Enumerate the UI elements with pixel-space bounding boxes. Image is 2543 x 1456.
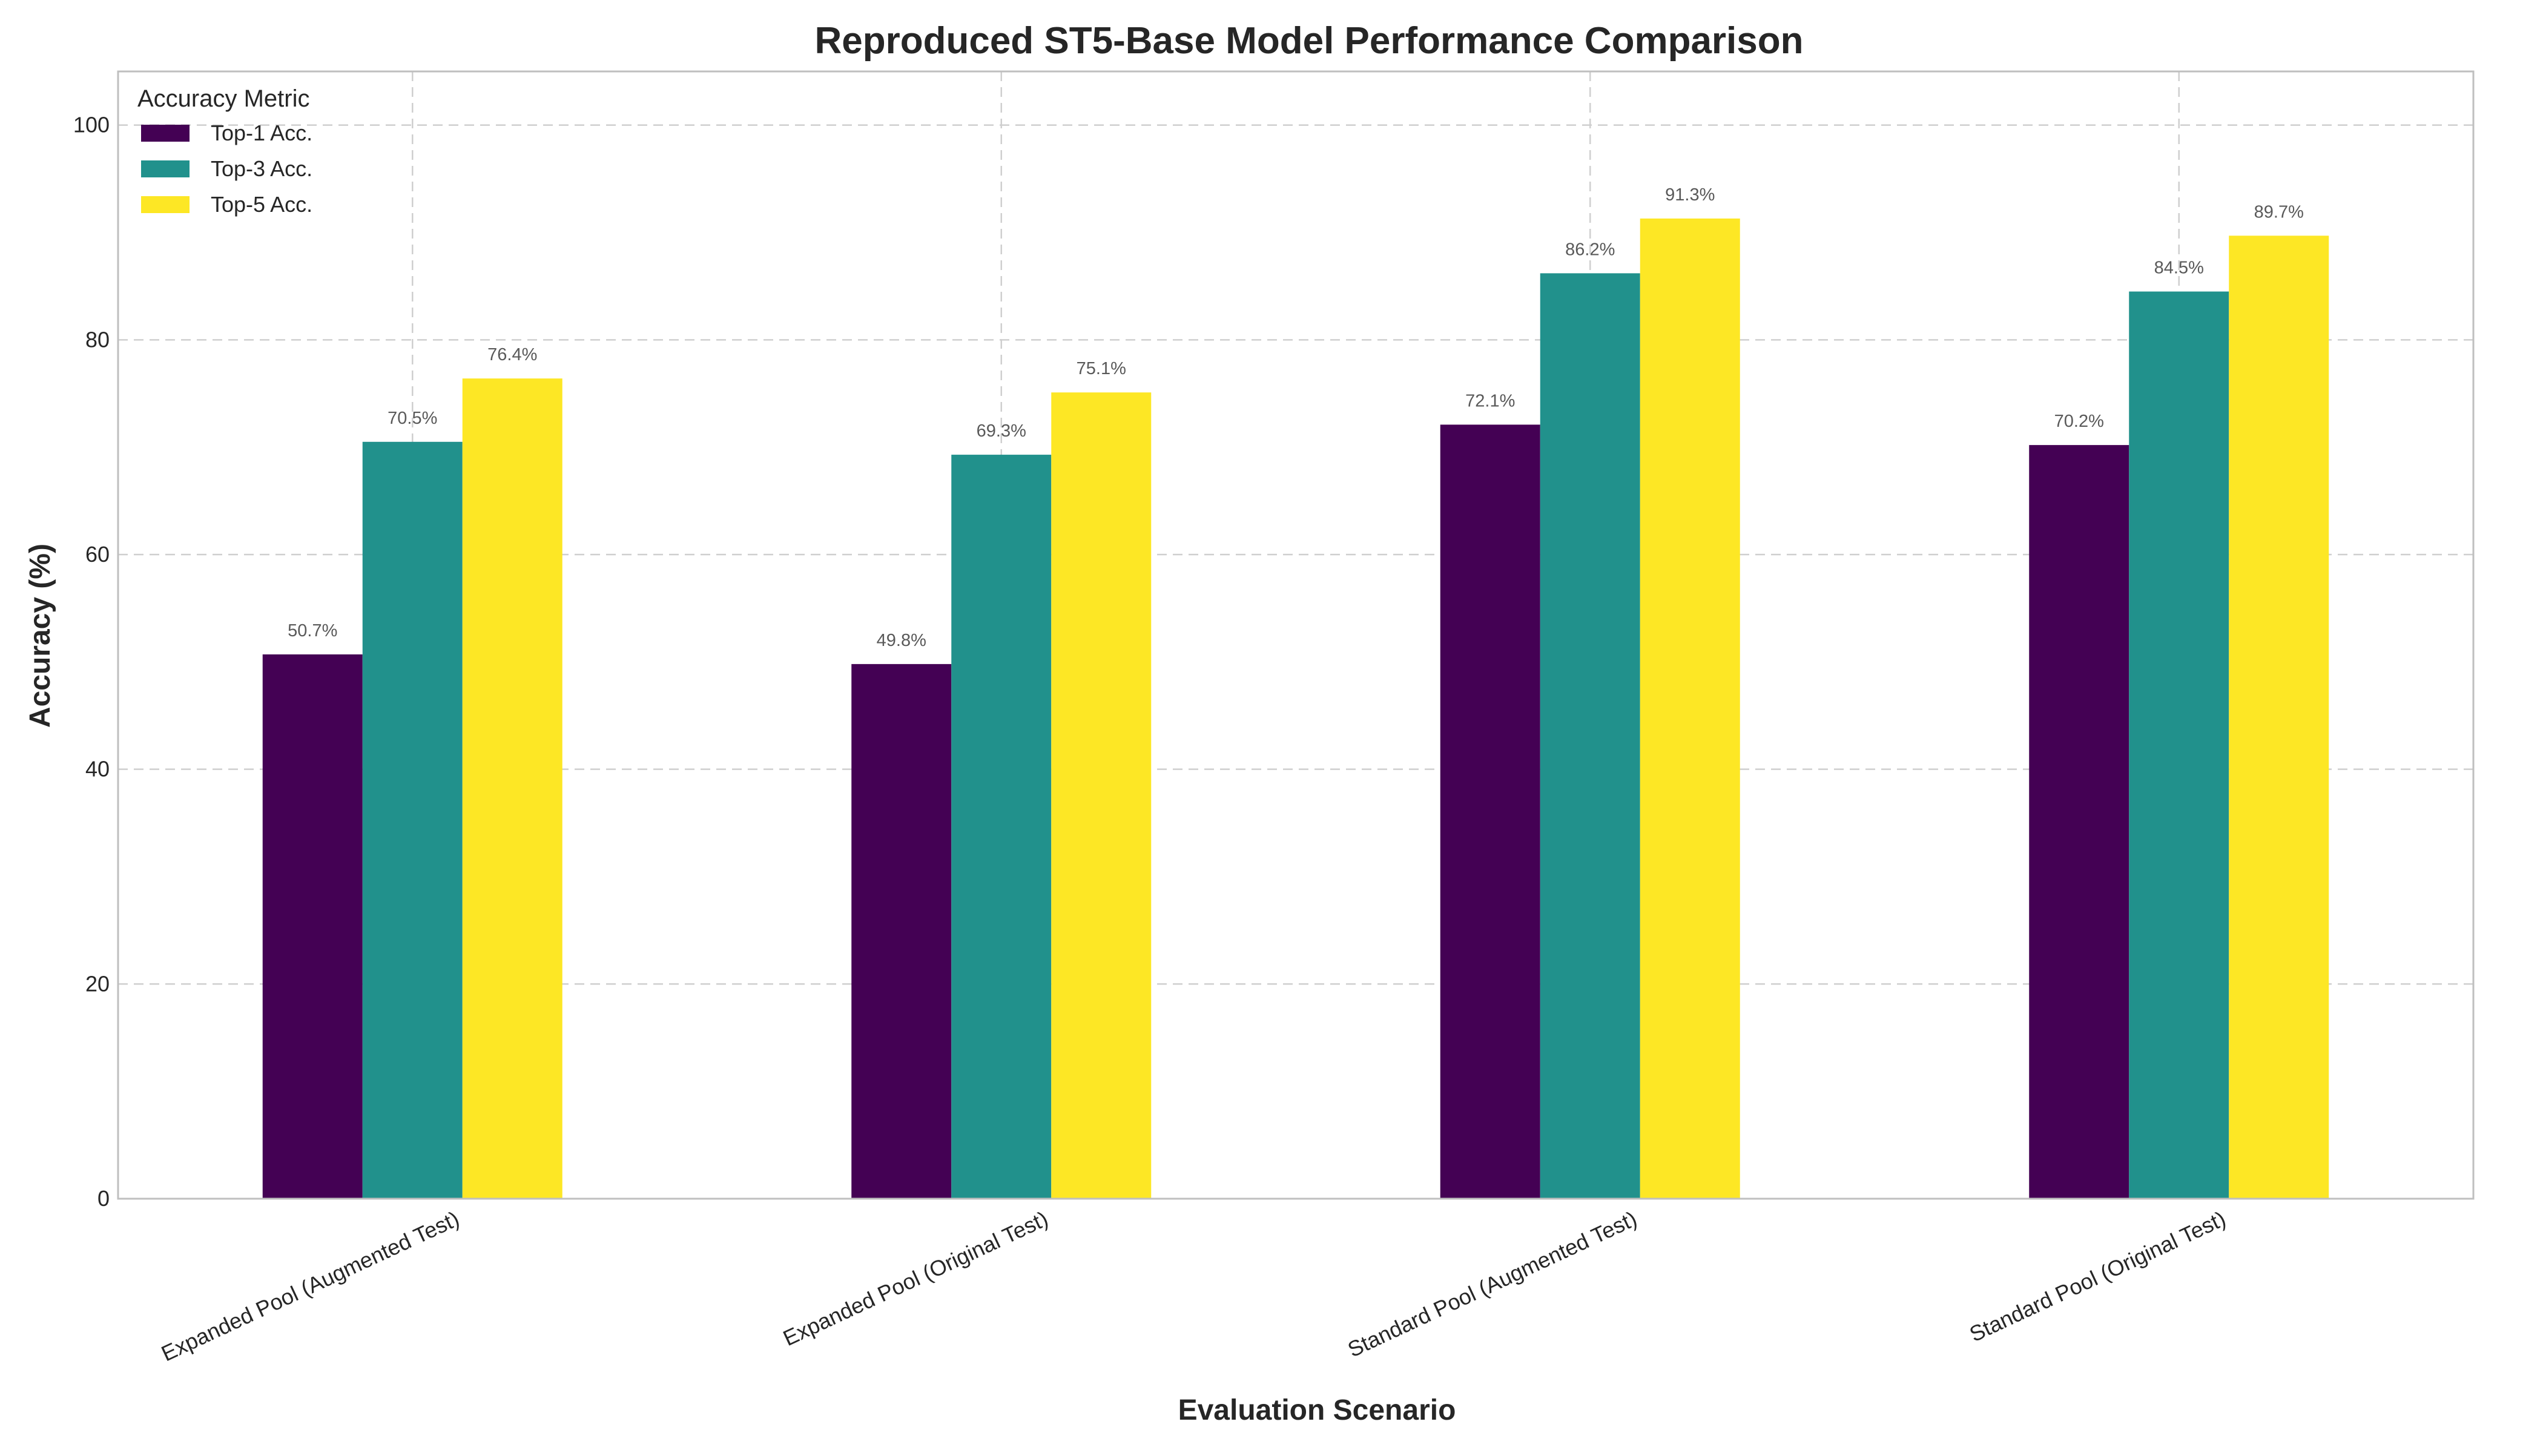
y-tick-label: 80 <box>85 327 110 352</box>
data-label: 50.7% <box>288 621 337 641</box>
y-tick-label: 60 <box>85 542 110 567</box>
bar <box>262 654 363 1199</box>
x-tick-label: Standard Pool (Original Test) <box>1965 1206 2229 1346</box>
legend-swatch <box>141 160 190 177</box>
bar <box>2029 445 2129 1199</box>
bars <box>262 218 2329 1199</box>
x-tick-label: Expanded Pool (Augmented Test) <box>157 1206 463 1366</box>
bar <box>1051 392 1152 1199</box>
bar <box>362 441 463 1199</box>
y-tick-label: 20 <box>85 971 110 996</box>
data-label: 89.7% <box>2254 202 2304 222</box>
legend-swatch <box>141 125 190 142</box>
data-label: 72.1% <box>1465 391 1515 410</box>
legend-label: Top-5 Acc. <box>211 192 312 217</box>
legend-label: Top-1 Acc. <box>211 120 312 145</box>
data-label: 70.5% <box>388 409 437 428</box>
data-label: 86.2% <box>1565 240 1615 259</box>
y-tick-label: 100 <box>73 113 110 137</box>
y-tick-label: 40 <box>85 757 110 782</box>
bar <box>851 664 952 1199</box>
data-label: 84.5% <box>2154 259 2204 278</box>
plot-frame <box>117 70 2475 1200</box>
chart-title: Reproduced ST5-Base Model Performance Co… <box>814 20 1803 62</box>
bar <box>1540 273 1640 1199</box>
data-label: 91.3% <box>1665 185 1715 205</box>
data-label: 70.2% <box>2054 412 2104 431</box>
legend-label: Top-3 Acc. <box>211 156 312 181</box>
x-tick-label: Expanded Pool (Original Test) <box>779 1206 1052 1351</box>
data-label: 49.8% <box>877 631 926 650</box>
bar <box>1440 424 1540 1199</box>
legend: Accuracy Metric Top-1 Acc. Top-3 Acc. Top-5… <box>137 85 312 217</box>
bar <box>2229 236 2329 1199</box>
legend-title: Accuracy Metric <box>137 85 310 112</box>
bar <box>462 378 562 1199</box>
data-label: 69.3% <box>977 421 1026 441</box>
legend-swatch <box>141 196 190 213</box>
data-label: 75.1% <box>1077 359 1126 378</box>
bar <box>951 455 1052 1199</box>
data-label: 76.4% <box>487 345 537 364</box>
bar <box>2129 291 2229 1199</box>
data-labels: 50.7% 49.8% 72.1% 70.2% 70.5% 69.3% 86.2% 84.5%… <box>288 185 2304 650</box>
y-axis-title: Accuracy (%) <box>24 544 56 728</box>
x-axis-title: Evaluation Scenario <box>1178 1394 1456 1426</box>
bar <box>1640 218 1740 1199</box>
x-tick-label: Standard Pool (Augmented Test) <box>1344 1206 1641 1362</box>
y-tick-label: 0 <box>97 1186 110 1211</box>
